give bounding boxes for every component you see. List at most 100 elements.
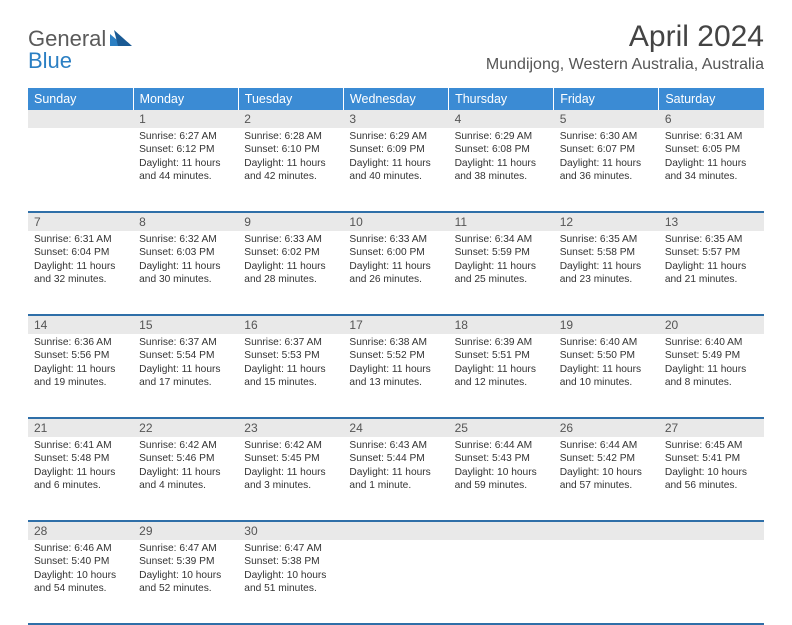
- day-number: 1: [133, 110, 238, 128]
- day-cell: Sunrise: 6:29 AMSunset: 6:09 PMDaylight:…: [343, 128, 448, 212]
- day-detail-line: Daylight: 11 hours: [244, 260, 337, 273]
- day-detail-line: Sunrise: 6:33 AM: [244, 233, 337, 246]
- month-title: April 2024: [486, 20, 764, 54]
- day-detail-line: Daylight: 10 hours: [665, 466, 758, 479]
- week-2-content: Sunrise: 6:36 AMSunset: 5:56 PMDaylight:…: [28, 334, 764, 418]
- day-detail-line: Daylight: 11 hours: [139, 466, 232, 479]
- day-number: 19: [554, 315, 659, 334]
- day-header-thursday: Thursday: [449, 88, 554, 110]
- day-header-wednesday: Wednesday: [343, 88, 448, 110]
- day-detail-line: Sunset: 5:54 PM: [139, 349, 232, 362]
- day-detail-line: Sunrise: 6:33 AM: [349, 233, 442, 246]
- day-cell: Sunrise: 6:30 AMSunset: 6:07 PMDaylight:…: [554, 128, 659, 212]
- day-cell: Sunrise: 6:42 AMSunset: 5:46 PMDaylight:…: [133, 437, 238, 521]
- day-detail-line: Sunrise: 6:39 AM: [455, 336, 548, 349]
- day-detail-line: and 26 minutes.: [349, 273, 442, 286]
- day-number: 27: [659, 418, 764, 437]
- day-detail-line: Sunrise: 6:35 AM: [560, 233, 653, 246]
- day-cell: Sunrise: 6:43 AMSunset: 5:44 PMDaylight:…: [343, 437, 448, 521]
- day-detail-line: Sunset: 5:51 PM: [455, 349, 548, 362]
- day-detail-line: Daylight: 10 hours: [244, 569, 337, 582]
- day-detail-line: Sunset: 5:59 PM: [455, 246, 548, 259]
- day-number: 7: [28, 212, 133, 231]
- day-detail-line: and 8 minutes.: [665, 376, 758, 389]
- day-cell: Sunrise: 6:35 AMSunset: 5:58 PMDaylight:…: [554, 231, 659, 315]
- day-detail-line: Daylight: 11 hours: [349, 157, 442, 170]
- day-detail-line: Daylight: 11 hours: [455, 363, 548, 376]
- day-detail-line: and 23 minutes.: [560, 273, 653, 286]
- week-4-content: Sunrise: 6:46 AMSunset: 5:40 PMDaylight:…: [28, 540, 764, 624]
- week-0-content: Sunrise: 6:27 AMSunset: 6:12 PMDaylight:…: [28, 128, 764, 212]
- day-detail-line: Sunset: 6:04 PM: [34, 246, 127, 259]
- week-3-numbers: 21222324252627: [28, 418, 764, 437]
- day-cell: Sunrise: 6:37 AMSunset: 5:54 PMDaylight:…: [133, 334, 238, 418]
- day-number: [554, 521, 659, 540]
- day-detail-line: Sunrise: 6:42 AM: [139, 439, 232, 452]
- day-details: Sunrise: 6:47 AMSunset: 5:39 PMDaylight:…: [133, 540, 238, 599]
- day-detail-line: and 12 minutes.: [455, 376, 548, 389]
- day-number: 16: [238, 315, 343, 334]
- day-header-sunday: Sunday: [28, 88, 133, 110]
- day-detail-line: and 3 minutes.: [244, 479, 337, 492]
- day-number: 21: [28, 418, 133, 437]
- day-detail-line: Sunrise: 6:27 AM: [139, 130, 232, 143]
- day-cell: Sunrise: 6:29 AMSunset: 6:08 PMDaylight:…: [449, 128, 554, 212]
- day-detail-line: Sunrise: 6:44 AM: [560, 439, 653, 452]
- day-detail-line: Sunrise: 6:47 AM: [244, 542, 337, 555]
- day-detail-line: Daylight: 11 hours: [560, 157, 653, 170]
- day-number: 26: [554, 418, 659, 437]
- day-cell: Sunrise: 6:47 AMSunset: 5:38 PMDaylight:…: [238, 540, 343, 624]
- day-cell: [343, 540, 448, 624]
- day-detail-line: Daylight: 11 hours: [455, 157, 548, 170]
- day-detail-line: Sunset: 6:00 PM: [349, 246, 442, 259]
- day-number: 24: [343, 418, 448, 437]
- day-detail-line: Daylight: 11 hours: [139, 260, 232, 273]
- week-3-content: Sunrise: 6:41 AMSunset: 5:48 PMDaylight:…: [28, 437, 764, 521]
- day-detail-line: Sunrise: 6:41 AM: [34, 439, 127, 452]
- day-detail-line: Sunset: 5:56 PM: [34, 349, 127, 362]
- day-detail-line: Daylight: 11 hours: [665, 260, 758, 273]
- day-header-saturday: Saturday: [659, 88, 764, 110]
- day-detail-line: and 36 minutes.: [560, 170, 653, 183]
- day-cell: Sunrise: 6:34 AMSunset: 5:59 PMDaylight:…: [449, 231, 554, 315]
- day-number: 17: [343, 315, 448, 334]
- day-detail-line: Sunrise: 6:47 AM: [139, 542, 232, 555]
- day-details: Sunrise: 6:40 AMSunset: 5:49 PMDaylight:…: [659, 334, 764, 393]
- day-detail-line: Daylight: 11 hours: [560, 363, 653, 376]
- day-number: [28, 110, 133, 128]
- day-detail-line: Sunset: 5:44 PM: [349, 452, 442, 465]
- page-header: General April 2024 Mundijong, Western Au…: [28, 20, 764, 74]
- day-cell: Sunrise: 6:45 AMSunset: 5:41 PMDaylight:…: [659, 437, 764, 521]
- day-detail-line: Daylight: 11 hours: [244, 363, 337, 376]
- day-details: Sunrise: 6:39 AMSunset: 5:51 PMDaylight:…: [449, 334, 554, 393]
- day-details: Sunrise: 6:42 AMSunset: 5:45 PMDaylight:…: [238, 437, 343, 496]
- day-cell: Sunrise: 6:39 AMSunset: 5:51 PMDaylight:…: [449, 334, 554, 418]
- day-number: 3: [343, 110, 448, 128]
- day-detail-line: and 15 minutes.: [244, 376, 337, 389]
- day-detail-line: and 57 minutes.: [560, 479, 653, 492]
- day-detail-line: Sunset: 5:58 PM: [560, 246, 653, 259]
- day-number: 5: [554, 110, 659, 128]
- day-detail-line: Sunset: 6:12 PM: [139, 143, 232, 156]
- day-cell: Sunrise: 6:33 AMSunset: 6:02 PMDaylight:…: [238, 231, 343, 315]
- day-number: 6: [659, 110, 764, 128]
- day-detail-line: Sunrise: 6:40 AM: [560, 336, 653, 349]
- day-header-monday: Monday: [133, 88, 238, 110]
- day-detail-line: Sunrise: 6:29 AM: [455, 130, 548, 143]
- day-detail-line: and 44 minutes.: [139, 170, 232, 183]
- day-details: Sunrise: 6:41 AMSunset: 5:48 PMDaylight:…: [28, 437, 133, 496]
- day-detail-line: Sunrise: 6:28 AM: [244, 130, 337, 143]
- day-detail-line: Daylight: 11 hours: [139, 157, 232, 170]
- day-number: 10: [343, 212, 448, 231]
- day-detail-line: and 4 minutes.: [139, 479, 232, 492]
- day-cell: Sunrise: 6:40 AMSunset: 5:49 PMDaylight:…: [659, 334, 764, 418]
- day-detail-line: Sunset: 5:41 PM: [665, 452, 758, 465]
- day-detail-line: Daylight: 10 hours: [560, 466, 653, 479]
- day-detail-line: and 51 minutes.: [244, 582, 337, 595]
- day-header-friday: Friday: [554, 88, 659, 110]
- day-cell: Sunrise: 6:41 AMSunset: 5:48 PMDaylight:…: [28, 437, 133, 521]
- day-number: 15: [133, 315, 238, 334]
- day-details: [449, 540, 554, 546]
- day-detail-line: Sunset: 6:07 PM: [560, 143, 653, 156]
- day-details: Sunrise: 6:30 AMSunset: 6:07 PMDaylight:…: [554, 128, 659, 187]
